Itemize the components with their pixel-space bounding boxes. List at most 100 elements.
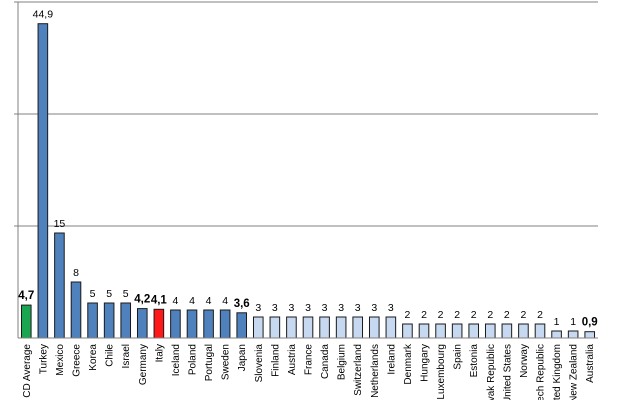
- bar-poland: [186, 309, 198, 339]
- x-tick-label: Luxembourg: [436, 344, 447, 400]
- value-label: 2: [405, 309, 411, 321]
- bar-canada: [319, 316, 330, 339]
- bar-luxembourg: [435, 323, 446, 339]
- x-tick-label: CD Average: [22, 344, 33, 398]
- x-tick-label: Belgium: [337, 344, 348, 380]
- bar-new-zealand: [567, 330, 579, 339]
- bar-belgium: [335, 316, 347, 339]
- bar-hungary: [418, 323, 430, 339]
- value-label: 4: [173, 295, 179, 307]
- x-tick-label: Portugal: [204, 344, 215, 381]
- bar-france: [302, 316, 314, 339]
- value-label: 44,9: [33, 9, 54, 21]
- value-label: 2: [537, 309, 543, 321]
- x-tick-label: Norway: [519, 344, 530, 378]
- x-tick-label: Switzerland: [353, 344, 364, 396]
- bar-iceland: [170, 309, 181, 339]
- bar-norway: [518, 323, 529, 339]
- value-label: 3: [338, 302, 344, 314]
- bar-korea: [87, 302, 98, 339]
- bar-germany: [136, 308, 148, 339]
- x-tick-label: Czech Republic: [536, 344, 547, 400]
- x-tick-label: Hungary: [420, 344, 431, 382]
- value-label: 0,9: [582, 317, 598, 329]
- value-label: 5: [106, 288, 112, 300]
- category-tick-labels: CD Average Turkey Mexico Greece Korea Chile Is…: [22, 343, 596, 400]
- x-tick-label: United Kingdom: [552, 344, 563, 400]
- x-tick-label: Estonia: [469, 344, 480, 378]
- value-label: 3: [355, 302, 361, 314]
- x-tick-label: Italy: [154, 344, 165, 362]
- bar-austria: [286, 316, 297, 339]
- x-tick-label: Spain: [453, 344, 464, 370]
- value-label: 3: [289, 302, 295, 314]
- x-tick-label: New Zealand: [569, 344, 580, 400]
- bar-slovak-republic: [484, 323, 496, 339]
- bar-japan: [236, 312, 248, 339]
- x-tick-label: Slovak Republic: [486, 344, 497, 400]
- x-tick-label: Slovenia: [254, 344, 265, 383]
- bar-cd-average: [20, 304, 32, 339]
- value-label: 4: [206, 295, 212, 307]
- bar-ireland: [385, 316, 397, 339]
- x-tick-label: France: [304, 344, 315, 376]
- value-label: 4: [189, 295, 195, 307]
- bar-estonia: [468, 323, 480, 339]
- value-label: 4,7: [18, 290, 34, 302]
- x-tick-label: Japan: [237, 344, 248, 371]
- value-label: 8: [73, 267, 79, 279]
- bar-spain: [451, 323, 463, 339]
- x-tick-label: Australia: [585, 344, 596, 383]
- bar-czech-republic: [534, 323, 546, 339]
- value-label: 5: [90, 288, 96, 300]
- x-tick-label: Netherlands: [370, 344, 381, 398]
- value-label: 2: [454, 309, 460, 321]
- x-tick-label: Turkey: [38, 344, 49, 374]
- x-tick-label: Poland: [188, 344, 199, 375]
- value-label: 4,1: [151, 294, 168, 306]
- value-label: 2: [471, 309, 477, 321]
- value-label: 3: [371, 302, 377, 314]
- value-label: 1: [570, 316, 576, 328]
- x-tick-label: Greece: [72, 344, 83, 377]
- value-label: 3: [305, 302, 311, 314]
- bar-united-states: [501, 323, 513, 339]
- bar-chile: [103, 302, 115, 339]
- x-tick-label: Ireland: [386, 344, 397, 375]
- bar-finland: [269, 316, 281, 339]
- x-tick-label: Korea: [88, 344, 99, 371]
- value-label: 1: [554, 316, 560, 328]
- value-label: 15: [54, 218, 66, 230]
- bar-turkey: [37, 23, 49, 339]
- bar-united-kingdom: [551, 330, 562, 339]
- x-tick-label: Mexico: [55, 344, 66, 376]
- value-label: 3: [388, 302, 394, 314]
- x-tick-label: Canada: [320, 344, 331, 379]
- bar-italy: [153, 308, 165, 339]
- value-label: 3: [255, 302, 261, 314]
- value-label: 4,2: [134, 294, 150, 306]
- value-label: 3: [322, 302, 328, 314]
- value-label: 2: [438, 309, 444, 321]
- bar-israel: [120, 302, 132, 339]
- bar-netherlands: [368, 316, 380, 339]
- x-tick-label: Iceland: [171, 344, 182, 376]
- bar-slovenia: [252, 316, 264, 339]
- bar-greece: [70, 281, 82, 339]
- bar-sweden: [219, 309, 231, 339]
- bar-mexico: [54, 232, 65, 339]
- value-label: 2: [504, 309, 510, 321]
- value-label: 3: [272, 302, 278, 314]
- x-tick-label: United States: [502, 344, 513, 400]
- value-label: 5: [123, 288, 129, 300]
- value-label: 2: [521, 309, 527, 321]
- x-tick-label: Austria: [287, 344, 298, 376]
- x-tick-label: Finland: [270, 344, 281, 377]
- bar-australia: [584, 331, 596, 339]
- x-tick-label: Germany: [138, 344, 149, 385]
- x-tick-label: Chile: [105, 344, 116, 367]
- bar-switzerland: [352, 316, 364, 339]
- bar-denmark: [402, 323, 413, 339]
- x-tick-label: Israel: [121, 344, 132, 368]
